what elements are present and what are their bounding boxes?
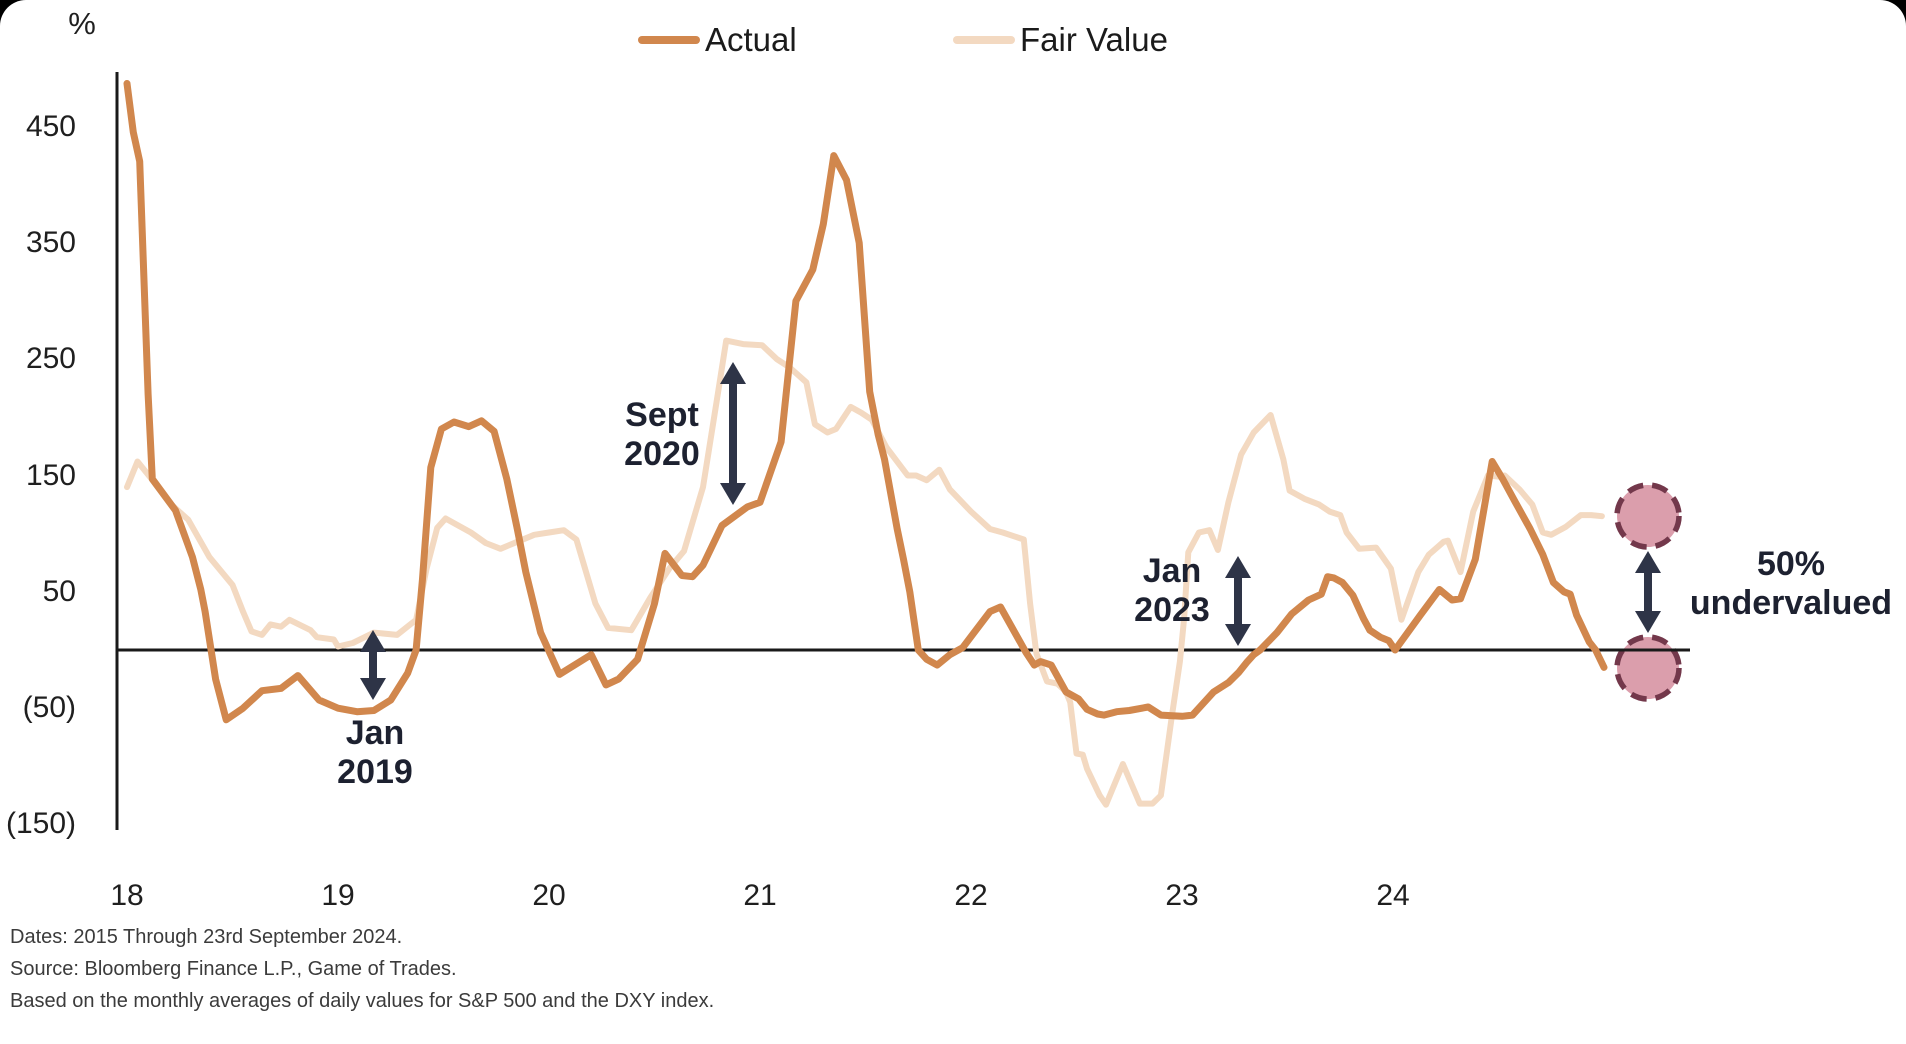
series-line-fair-value xyxy=(124,337,1605,808)
x-tick-2024: 24 xyxy=(1376,879,1410,912)
x-tick-2021: 21 xyxy=(743,879,777,912)
arrow-head-up xyxy=(720,362,746,384)
annotation-line: 2020 xyxy=(624,435,700,473)
annotation-undervalued: 50% undervalued xyxy=(1690,545,1892,623)
arrow-head-up xyxy=(1225,556,1251,578)
footer-notes: Dates: 2015 Through 23rd September 2024.… xyxy=(10,921,714,1017)
annotation-line: 2023 xyxy=(1134,591,1210,629)
undervalued-marker xyxy=(1614,634,1682,702)
annotation-jan-2023: Jan 2023 xyxy=(1134,552,1210,630)
annotation-jan-2019: Jan 2019 xyxy=(337,714,413,792)
arrow-head-down xyxy=(720,483,746,505)
footer-line: Source: Bloomberg Finance L.P., Game of … xyxy=(10,958,457,980)
annotation-line: Jan xyxy=(1142,552,1202,590)
legend-item-fair-value: Fair Value xyxy=(953,20,1168,60)
arrow-head-down xyxy=(1225,624,1251,646)
footer-line: Dates: 2015 Through 23rd September 2024. xyxy=(10,926,403,948)
arrow-head-down xyxy=(360,678,386,700)
y-tick-450: 450 xyxy=(25,109,76,143)
annotation-line: Jan xyxy=(345,714,405,752)
undervalued-marker xyxy=(1614,482,1682,550)
legend-swatch xyxy=(638,36,700,44)
arrow-head-up xyxy=(360,630,386,652)
series-line-actual xyxy=(123,80,1608,724)
legend-swatch xyxy=(953,36,1015,44)
x-tick-2022: 22 xyxy=(954,879,988,912)
y-tick-350: 350 xyxy=(25,225,76,259)
y-tick--50: (50) xyxy=(22,691,76,725)
x-tick-2020: 20 xyxy=(532,879,566,912)
legend-item-actual: Actual xyxy=(638,20,797,60)
y-tick--150: (150) xyxy=(5,807,76,841)
annotation-line: Sept xyxy=(625,396,699,434)
y-tick-250: 250 xyxy=(25,342,76,376)
footer-line: Based on the monthly averages of daily v… xyxy=(10,990,715,1012)
x-tick-2019: 19 xyxy=(321,879,355,912)
legend-label: Fair Value xyxy=(1020,21,1168,58)
legend-label: Actual xyxy=(705,21,797,58)
annotation-line: 50% xyxy=(1756,545,1826,583)
y-axis-unit-label: % xyxy=(68,6,96,41)
annotation-line: 2019 xyxy=(337,753,413,791)
arrow-head-up xyxy=(1635,551,1661,573)
annotation-line: undervalued xyxy=(1689,584,1893,622)
arrow-head-down xyxy=(1635,611,1661,633)
y-tick-50: 50 xyxy=(42,574,76,608)
y-tick-150: 150 xyxy=(25,458,76,492)
x-tick-2023: 23 xyxy=(1165,879,1199,912)
x-tick-2018: 18 xyxy=(110,879,144,912)
annotation-sept-2020: Sept 2020 xyxy=(624,396,700,474)
